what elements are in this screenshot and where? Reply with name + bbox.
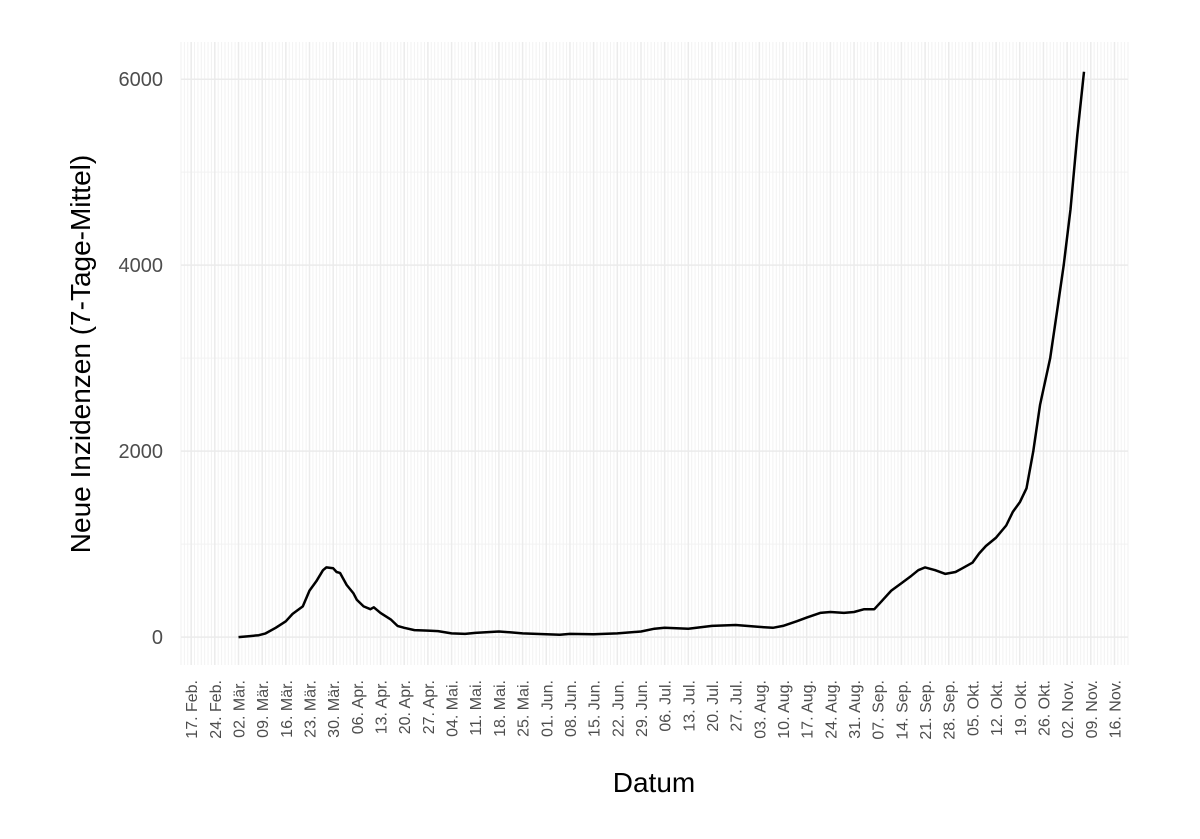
x-tick-label: 01. Jun. [539,680,556,737]
x-tick-label: 28. Sep. [942,680,959,740]
x-tick-label: 10. Aug. [776,680,793,739]
x-tick-label: 29. Jun. [634,680,651,737]
x-tick-label: 25. Mai. [516,680,533,737]
x-tick-label: 16. Nov. [1107,680,1124,738]
x-tick-label: 16. Mär. [279,680,296,738]
x-tick-label: 19. Okt. [1013,680,1030,736]
x-tick-label: 27. Jul. [729,680,746,732]
x-tick-label: 12. Okt. [989,680,1006,736]
x-tick-label: 14. Sep. [894,680,911,740]
x-axis-title: Datum [613,767,695,798]
x-tick-label: 05. Okt. [965,680,982,736]
x-tick-label: 20. Jul. [705,680,722,732]
x-tick-label: 24. Aug. [823,680,840,739]
x-tick-label: 06. Apr. [350,680,367,734]
y-tick-label: 6000 [119,69,164,91]
x-tick-label: 03. Aug. [752,680,769,739]
x-tick-label: 22. Jun. [610,680,627,737]
x-tick-label: 02. Nov. [1060,680,1077,738]
y-tick-label: 0 [152,627,163,649]
x-tick-label: 17. Aug. [800,680,817,739]
x-tick-label: 07. Sep. [871,680,888,740]
x-tick-label: 31. Aug. [847,680,864,739]
x-tick-label: 09. Mär. [255,680,272,738]
x-tick-label: 27. Apr. [421,680,438,734]
x-tick-label: 13. Jul. [681,680,698,732]
y-tick-label: 4000 [119,255,164,277]
y-tick-label: 2000 [119,441,164,463]
y-axis-title: Neue Inzidenzen (7-Tage-Mittel) [65,155,96,553]
x-tick-label: 09. Nov. [1084,680,1101,738]
x-tick-label: 23. Mär. [303,680,320,738]
line [238,71,1086,639]
x-tick-label: 08. Jun. [563,680,580,737]
x-tick-label: 17. Feb. [184,680,201,739]
x-tick-label: 15. Jun. [587,680,604,737]
x-tick-label: 13. Apr. [374,680,391,734]
x-tick-label: 04. Mai. [445,680,462,737]
x-tick-label: 18. Mai. [492,680,509,737]
x-tick-label: 24. Feb. [208,680,225,739]
x-tick-label: 26. Okt. [1036,680,1053,736]
x-tick-label: 02. Mär. [231,680,248,738]
x-tick-label: 06. Jul. [658,680,675,732]
x-tick-label: 30. Mär. [326,680,343,738]
x-tick-label: 21. Sep. [918,680,935,740]
x-tick-label: 20. Apr. [397,680,414,734]
x-tick-label: 11. Mai. [468,680,485,736]
grid [180,42,1129,665]
